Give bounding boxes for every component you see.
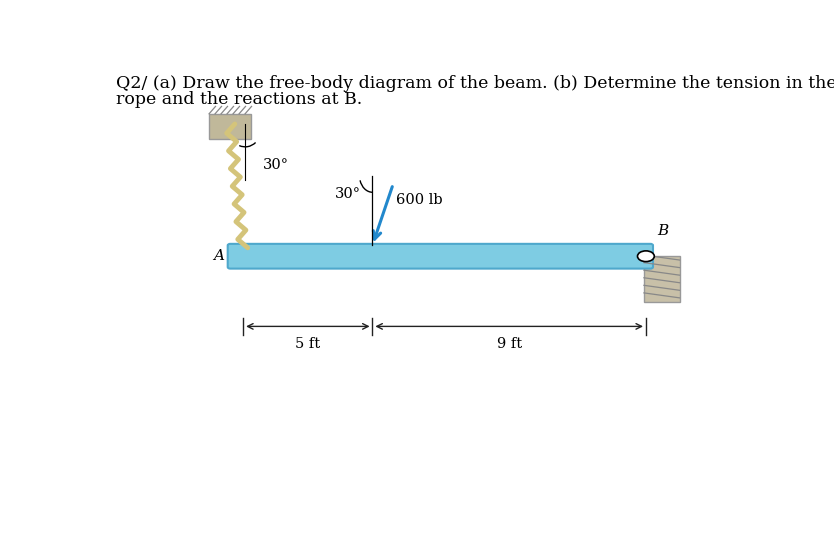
Text: rope and the reactions at B.: rope and the reactions at B. bbox=[116, 91, 362, 108]
FancyBboxPatch shape bbox=[228, 244, 653, 269]
FancyBboxPatch shape bbox=[644, 256, 680, 302]
Text: 5 ft: 5 ft bbox=[295, 337, 320, 351]
Text: A: A bbox=[213, 249, 224, 263]
Circle shape bbox=[637, 251, 655, 262]
Text: 30°: 30° bbox=[334, 187, 361, 202]
Text: Q2/ (a) Draw the free-body diagram of the beam. (b) Determine the tension in the: Q2/ (a) Draw the free-body diagram of th… bbox=[116, 75, 834, 92]
Text: 30°: 30° bbox=[263, 159, 289, 173]
Text: B: B bbox=[657, 225, 668, 239]
FancyBboxPatch shape bbox=[209, 114, 251, 139]
Text: 9 ft: 9 ft bbox=[496, 337, 522, 351]
Text: 600 lb: 600 lb bbox=[396, 193, 442, 207]
